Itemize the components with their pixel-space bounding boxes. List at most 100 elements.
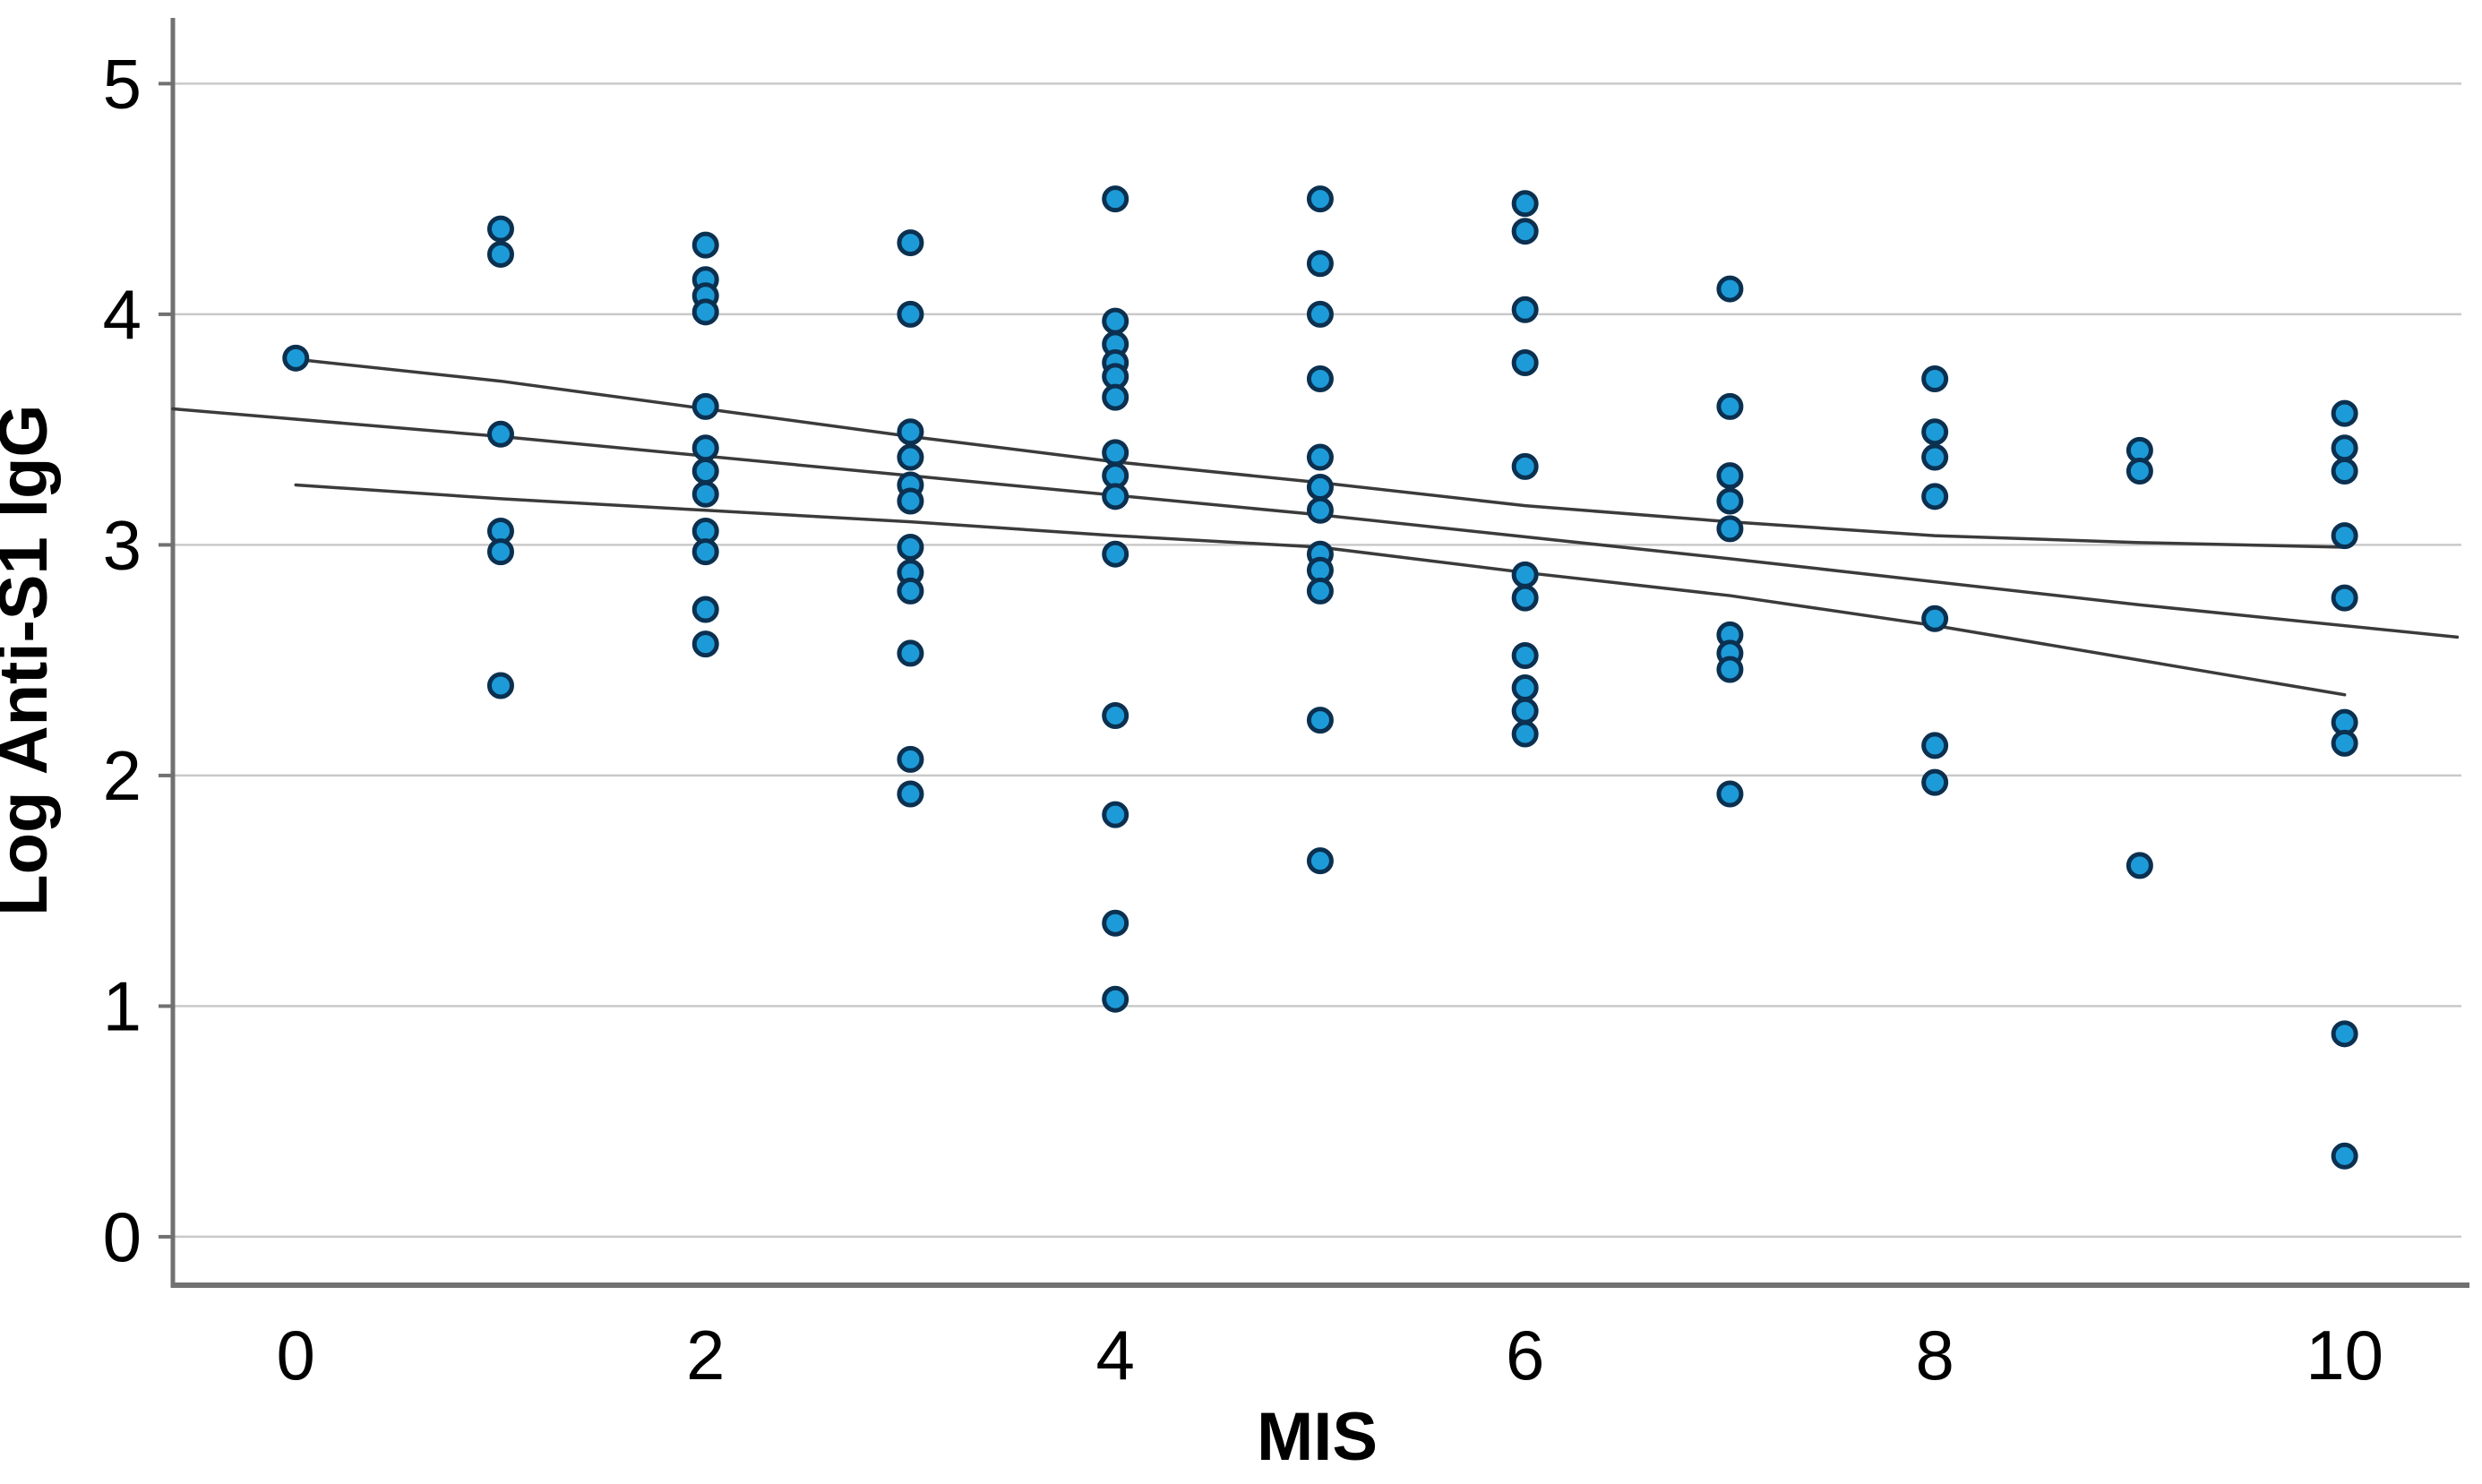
data-point xyxy=(1511,642,1539,670)
x-tick-label-4: 4 xyxy=(1095,1316,1134,1394)
data-point xyxy=(1102,540,1129,568)
y-axis-title: Log Anti-S1 IgG xyxy=(0,404,62,915)
data-point xyxy=(897,780,924,808)
data-point xyxy=(1716,462,1744,490)
data-point xyxy=(2331,458,2358,485)
data-point xyxy=(1921,365,1949,392)
data-point xyxy=(1306,847,1334,875)
data-point xyxy=(1102,185,1129,213)
data-point xyxy=(1306,474,1334,502)
data-point xyxy=(1102,909,1129,937)
data-point xyxy=(1306,250,1334,278)
data-point xyxy=(282,344,310,372)
data-point xyxy=(897,443,924,471)
data-point xyxy=(2331,584,2358,612)
axis-layer xyxy=(159,18,2469,1288)
y-tick-label-3: 3 xyxy=(103,505,142,584)
data-point xyxy=(1511,190,1539,218)
y-tick-label-1: 1 xyxy=(103,966,142,1045)
data-point xyxy=(1306,185,1334,213)
data-point xyxy=(1306,300,1334,328)
data-point xyxy=(1716,275,1744,303)
data-point xyxy=(1716,515,1744,543)
data-point xyxy=(897,300,924,328)
data-point xyxy=(1102,307,1129,335)
data-point xyxy=(2331,1020,2358,1048)
data-point xyxy=(1511,218,1539,245)
data-point xyxy=(691,596,719,623)
fit-line-layer xyxy=(171,358,2460,697)
data-point xyxy=(1306,443,1334,471)
data-point xyxy=(1511,296,1539,323)
data-point xyxy=(1716,392,1744,420)
data-point-layer xyxy=(282,185,2358,1170)
y-tick-label-0: 0 xyxy=(103,1197,142,1276)
data-point xyxy=(1511,720,1539,748)
data-point xyxy=(1306,707,1334,734)
data-point xyxy=(2331,434,2358,462)
data-point xyxy=(897,577,924,605)
data-point xyxy=(486,672,514,699)
data-point xyxy=(1306,365,1334,392)
data-point xyxy=(1921,732,1949,759)
data-point xyxy=(1921,768,1949,796)
data-point xyxy=(1921,443,1949,471)
y-tick-label-4: 4 xyxy=(103,275,142,354)
x-tick-label-2: 2 xyxy=(686,1316,725,1394)
data-point xyxy=(2126,458,2153,485)
data-point xyxy=(897,487,924,515)
data-point xyxy=(1716,780,1744,808)
data-point xyxy=(1102,801,1129,828)
data-point xyxy=(2331,1142,2358,1170)
data-point xyxy=(486,240,514,268)
data-point xyxy=(897,418,924,446)
data-point xyxy=(1102,439,1129,467)
data-point xyxy=(2331,399,2358,427)
data-point xyxy=(1921,605,1949,632)
data-point xyxy=(2331,522,2358,550)
x-tick-label-6: 6 xyxy=(1506,1316,1544,1394)
data-point xyxy=(1102,985,1129,1013)
data-point xyxy=(1511,697,1539,725)
data-point xyxy=(691,480,719,508)
data-point xyxy=(691,630,719,658)
data-point xyxy=(1716,487,1744,515)
data-point xyxy=(1511,452,1539,480)
data-point xyxy=(2126,852,2153,879)
data-point xyxy=(897,229,924,257)
data-point xyxy=(1716,656,1744,683)
data-point xyxy=(691,231,719,259)
data-point xyxy=(1102,483,1129,510)
data-point xyxy=(691,538,719,566)
label-layer: 0 1 2 3 4 5 0 2 4 6 8 10 MIS Log Anti-S1 IgG xyxy=(0,44,2383,1475)
data-point xyxy=(1306,496,1334,524)
data-point xyxy=(1102,383,1129,411)
data-point xyxy=(2331,729,2358,757)
data-point xyxy=(691,458,719,485)
data-point xyxy=(486,420,514,448)
data-point xyxy=(1511,561,1539,588)
data-point xyxy=(1102,701,1129,729)
x-tick-label-0: 0 xyxy=(277,1316,315,1394)
data-point xyxy=(1511,674,1539,702)
y-tick-label-2: 2 xyxy=(103,736,142,815)
x-tick-label-10: 10 xyxy=(2306,1316,2383,1394)
data-point xyxy=(897,533,924,561)
data-point xyxy=(1921,418,1949,446)
data-point xyxy=(897,639,924,667)
data-point xyxy=(486,538,514,566)
data-point xyxy=(897,745,924,773)
data-point xyxy=(691,434,719,462)
data-point xyxy=(1306,577,1334,605)
data-point xyxy=(1511,348,1539,376)
data-point xyxy=(486,215,514,243)
data-point xyxy=(1921,483,1949,510)
x-axis-title: MIS xyxy=(1257,1399,1378,1475)
y-tick-label-5: 5 xyxy=(103,44,142,123)
data-point xyxy=(691,298,719,326)
data-point xyxy=(1511,584,1539,612)
data-point xyxy=(691,392,719,420)
x-tick-label-8: 8 xyxy=(1915,1316,1954,1394)
